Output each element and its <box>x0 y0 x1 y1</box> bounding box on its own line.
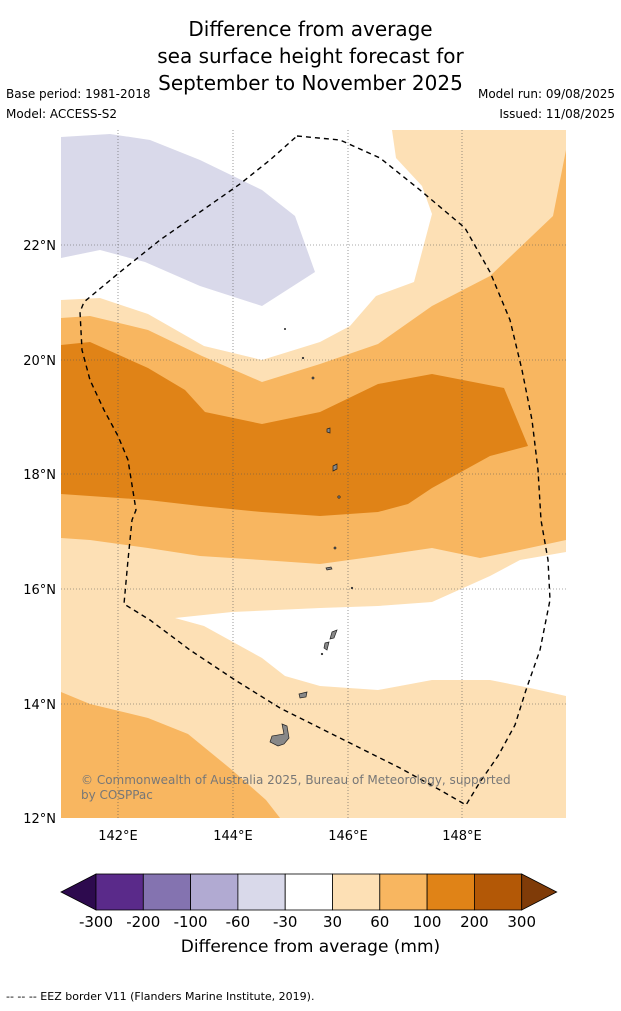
model-text: Model: ACCESS-S2 <box>6 107 118 121</box>
island-pagan <box>332 463 338 472</box>
lat-tick-16: 16°N <box>23 583 56 598</box>
colorbar-segment <box>284 873 333 911</box>
lat-tick-12: 12°N <box>23 812 56 827</box>
colorbar-tick-label: -30 <box>273 913 298 930</box>
colorbar-segment <box>237 873 286 911</box>
base-period-text: Base period: 1981-2018 <box>6 87 151 101</box>
island-small-4 <box>301 356 305 360</box>
island-anatahan <box>325 566 333 571</box>
island-rota <box>298 691 308 699</box>
band-100-200 <box>61 342 528 516</box>
colorbar-tick-label: -100 <box>174 913 208 930</box>
colorbar-tick-label: -60 <box>226 913 251 930</box>
colorbar-min-arrow <box>60 873 97 911</box>
colorbar-segment <box>332 873 381 911</box>
issued-text: Issued: 11/08/2025 <box>499 107 615 121</box>
colorbar: -300 -200 -100 -60 -30 30 60 100 200 300 <box>60 873 558 930</box>
colorbar-segment <box>473 873 523 911</box>
island-small-7 <box>350 586 354 590</box>
colorbar-tick-label: 100 <box>413 913 442 930</box>
island-small-2 <box>333 546 337 550</box>
lat-tick-22: 22°N <box>23 239 56 254</box>
colorbar-title: Difference from average (mm) <box>180 937 441 957</box>
model-run-text: Model run: 09/08/2025 <box>477 87 615 101</box>
band-neutral-south <box>175 552 566 696</box>
lon-tick-144: 144°E <box>213 829 253 844</box>
chart-title: Difference from average sea surface heig… <box>0 16 621 97</box>
colorbar-tick-label: -200 <box>126 913 160 930</box>
gridlines <box>61 130 566 818</box>
band-60-100-southwest <box>61 692 280 818</box>
attribution-line-1: © Commonwealth of Australia 2025, Bureau… <box>81 773 511 787</box>
island-saipan <box>329 629 338 640</box>
colorbar-segment <box>190 873 239 911</box>
island-small-1 <box>337 495 341 499</box>
colorbar-tick-label: -300 <box>79 913 113 930</box>
lon-tick-148: 148°E <box>442 829 482 844</box>
attribution-line-2: by COSPPac <box>81 788 153 802</box>
title-line-3: September to November 2025 <box>158 71 463 95</box>
colorbar-segment <box>95 873 144 911</box>
colorbar-segment <box>142 873 192 911</box>
island-small-5 <box>283 327 287 331</box>
island-agrihan <box>326 427 331 434</box>
forecast-map: 22°N 20°N 18°N 16°N 14°N 12°N 142°E 144°… <box>23 130 566 930</box>
title-line-1: Difference from average <box>188 17 433 41</box>
lat-tick-20: 20°N <box>23 354 56 369</box>
colorbar-max-arrow <box>521 873 558 911</box>
eez-footnote: -- -- -- EEZ border V11 (Flanders Marine… <box>6 990 315 1003</box>
colorbar-segment <box>426 873 475 911</box>
lon-tick-142: 142°E <box>98 829 138 844</box>
island-small-6 <box>320 652 324 656</box>
island-guam <box>269 723 290 747</box>
colorbar-tick-label: 300 <box>507 913 536 930</box>
colorbar-tick-label: 60 <box>370 913 389 930</box>
lat-tick-18: 18°N <box>23 468 56 483</box>
islands <box>269 327 354 747</box>
lon-tick-146: 146°E <box>328 829 368 844</box>
title-line-2: sea surface height forecast for <box>157 44 464 68</box>
colorbar-tick-label: 30 <box>323 913 342 930</box>
island-small-3 <box>311 376 315 380</box>
colorbar-tick-label: 200 <box>460 913 489 930</box>
colorbar-segment <box>379 873 428 911</box>
island-tinian <box>323 641 330 651</box>
lat-tick-14: 14°N <box>23 698 56 713</box>
